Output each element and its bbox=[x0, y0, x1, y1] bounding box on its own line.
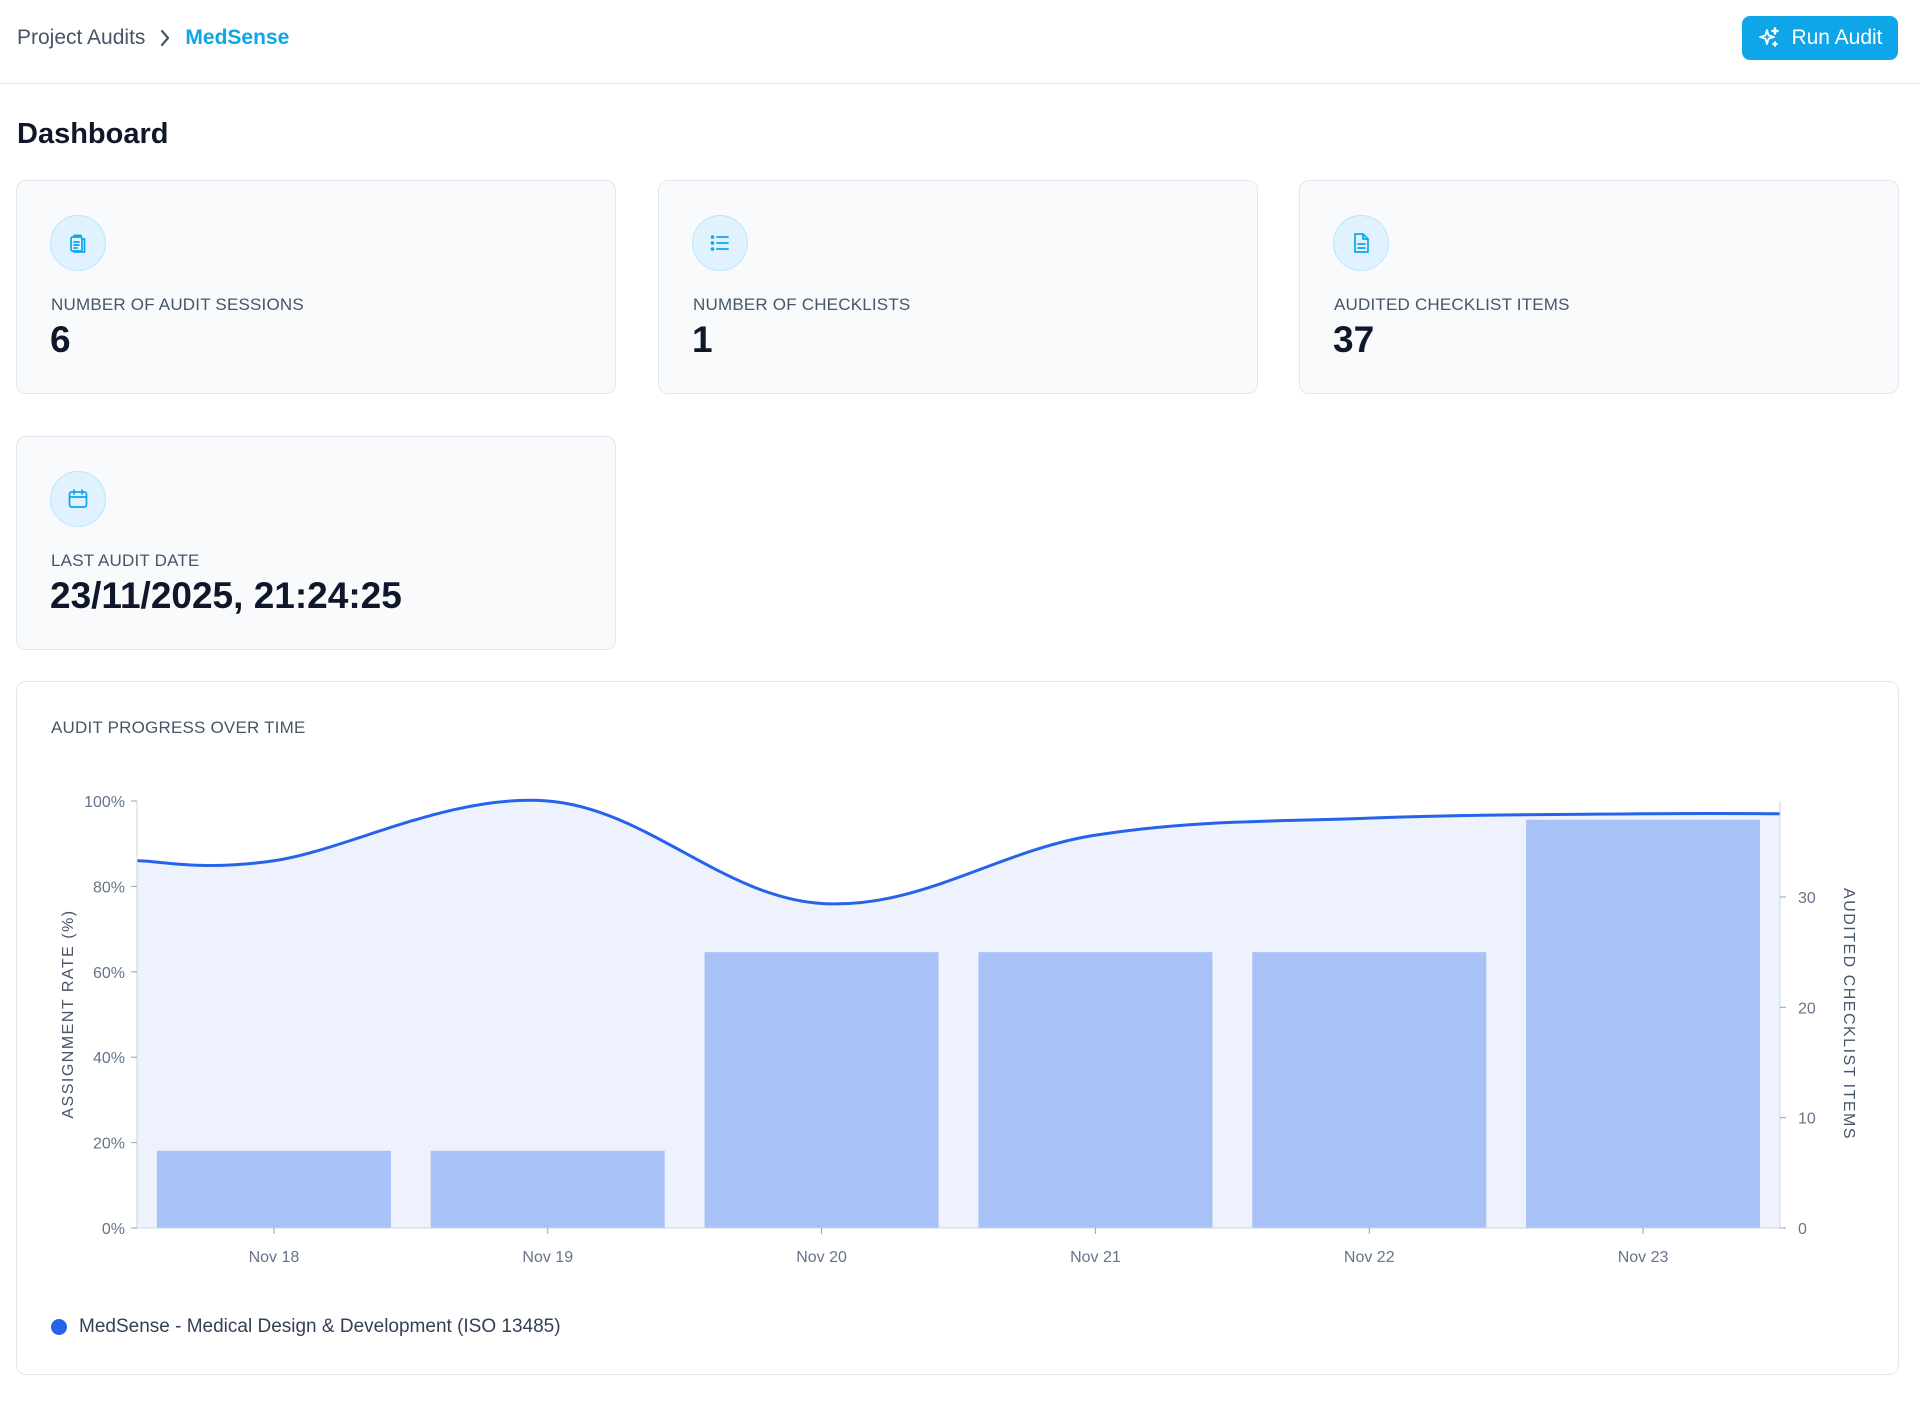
stat-card-audit-sessions: NUMBER OF AUDIT SESSIONS 6 bbox=[16, 180, 616, 394]
chart-title: AUDIT PROGRESS OVER TIME bbox=[51, 718, 306, 737]
list-icon bbox=[692, 215, 748, 271]
left-tick-label: 20% bbox=[93, 1136, 125, 1153]
chevron-right-icon bbox=[145, 26, 185, 50]
right-tick-label: 20 bbox=[1798, 1000, 1816, 1017]
right-tick-label: 30 bbox=[1798, 890, 1816, 907]
stat-value: 23/11/2025, 21:24:25 bbox=[50, 575, 402, 616]
stat-value: 1 bbox=[692, 319, 713, 360]
bar-nov-18 bbox=[156, 1150, 391, 1228]
right-axis-title: AUDITED CHECKLIST ITEMS bbox=[1840, 888, 1857, 1140]
right-tick-label: 10 bbox=[1798, 1111, 1816, 1128]
left-tick-label: 80% bbox=[93, 879, 125, 896]
left-tick-label: 40% bbox=[93, 1050, 125, 1067]
legend-label: MedSense - Medical Design & Development … bbox=[79, 1316, 561, 1337]
stat-label: AUDITED CHECKLIST ITEMS bbox=[1334, 295, 1570, 314]
legend-dot bbox=[51, 1319, 67, 1335]
calendar-icon bbox=[50, 471, 106, 527]
x-tick-label: Nov 18 bbox=[249, 1249, 300, 1266]
stat-card-checklists: NUMBER OF CHECKLISTS 1 bbox=[658, 180, 1258, 394]
bar-nov-23 bbox=[1526, 819, 1761, 1228]
stat-label: NUMBER OF AUDIT SESSIONS bbox=[51, 295, 304, 314]
right-tick-label: 0 bbox=[1798, 1221, 1807, 1238]
left-axis-title: ASSIGNMENT RATE (%) bbox=[60, 909, 77, 1118]
stat-label: NUMBER OF CHECKLISTS bbox=[693, 295, 911, 314]
x-tick-label: Nov 19 bbox=[522, 1249, 573, 1266]
audit-progress-chart-card: AUDIT PROGRESS OVER TIME 0% 20% 40% 60% 80% 1… bbox=[16, 681, 1899, 1375]
page-title: Dashboard bbox=[17, 118, 169, 150]
stat-value: 37 bbox=[1333, 319, 1375, 360]
bar-nov-22 bbox=[1252, 952, 1487, 1228]
assignment-rate-line bbox=[136, 798, 1781, 906]
run-audit-button[interactable]: Run Audit bbox=[1742, 16, 1898, 60]
chart-legend[interactable]: MedSense - Medical Design & Development … bbox=[51, 1316, 561, 1338]
x-tick-label: Nov 22 bbox=[1344, 1249, 1395, 1266]
stat-card-last-audit-date: LAST AUDIT DATE 23/11/2025, 21:24:25 bbox=[16, 436, 616, 650]
run-audit-label: Run Audit bbox=[1791, 26, 1883, 49]
stat-card-audited-items: AUDITED CHECKLIST ITEMS 37 bbox=[1299, 180, 1899, 394]
document-icon bbox=[1333, 215, 1389, 271]
stat-label: LAST AUDIT DATE bbox=[51, 551, 200, 570]
bar-nov-20 bbox=[704, 952, 939, 1228]
audit-progress-chart: 0% 20% 40% 60% 80% 100% 0 10 20 30 Nov 18 Nov 19 Nov… bbox=[60, 794, 1857, 1266]
breadcrumb-current: MedSense bbox=[185, 26, 290, 49]
top-bar: Project Audits MedSense Run Audit bbox=[0, 0, 1920, 84]
bar-nov-19 bbox=[430, 1150, 665, 1228]
left-tick-label: 100% bbox=[84, 794, 125, 811]
left-tick-label: 0% bbox=[102, 1221, 125, 1238]
stat-value: 6 bbox=[50, 319, 71, 360]
x-tick-label: Nov 21 bbox=[1070, 1249, 1121, 1266]
x-tick-label: Nov 20 bbox=[796, 1249, 847, 1266]
clipboard-icon bbox=[50, 215, 106, 271]
breadcrumb: Project Audits MedSense bbox=[17, 26, 289, 50]
x-tick-label: Nov 23 bbox=[1618, 1249, 1669, 1266]
sparkles-icon bbox=[1757, 26, 1781, 50]
bar-nov-21 bbox=[978, 952, 1213, 1228]
breadcrumb-project-audits[interactable]: Project Audits bbox=[17, 26, 146, 49]
left-tick-label: 60% bbox=[93, 965, 125, 982]
